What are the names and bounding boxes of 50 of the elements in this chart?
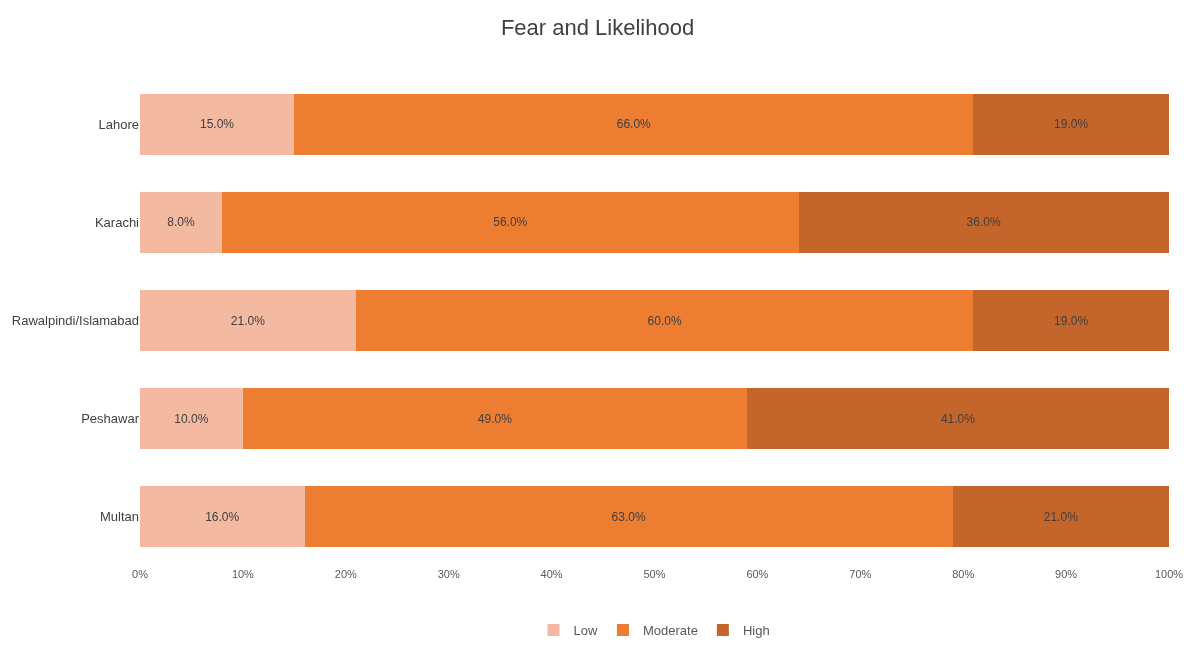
bar	[140, 191, 223, 253]
bar	[294, 93, 974, 155]
bar	[304, 486, 953, 548]
legend-label: Moderate	[642, 623, 698, 639]
y-tick-label: Multan	[99, 509, 139, 525]
legend-label: High	[742, 623, 770, 639]
data-label: 49.0%	[477, 411, 513, 426]
chart-title: Fear and Likelihood	[500, 15, 695, 41]
data-label: 63.0%	[611, 509, 646, 524]
x-tick-label: 60%	[746, 568, 769, 580]
bar	[973, 290, 1169, 351]
data-label: 15.0%	[200, 117, 235, 132]
data-label: 10.0%	[174, 411, 209, 426]
bar	[798, 191, 1169, 253]
bar	[222, 191, 799, 253]
bar	[973, 93, 1169, 155]
bar	[356, 290, 974, 351]
data-label: 21.0%	[1043, 509, 1079, 524]
y-tick-label: Peshawar	[81, 411, 140, 427]
x-tick-label: 20%	[334, 568, 358, 580]
x-tick-label: 80%	[952, 568, 975, 580]
legend-label: Low	[573, 623, 598, 639]
bar	[242, 388, 748, 450]
data-label: 19.0%	[1054, 313, 1089, 328]
x-tick-label: 30%	[437, 568, 460, 580]
x-tick-label: 50%	[643, 568, 666, 580]
bar	[140, 486, 305, 548]
data-label: 8.0%	[167, 215, 195, 230]
x-tick-label: 100%	[1154, 568, 1184, 580]
data-label: 41.0%	[940, 411, 976, 426]
y-tick-label: Karachi	[94, 214, 140, 230]
bar	[140, 388, 243, 450]
data-label: 21.0%	[230, 313, 266, 328]
data-label: 60.0%	[647, 313, 682, 328]
y-tick-label: Rawalpindi/Islamabad	[11, 313, 139, 329]
x-tick-label: 10%	[231, 568, 255, 580]
bar	[140, 290, 357, 351]
x-tick-label: 90%	[1055, 568, 1078, 580]
data-label: 36.0%	[966, 215, 1001, 230]
bar	[747, 388, 1169, 450]
y-tick-label: Lahore	[98, 116, 139, 132]
x-tick-label: 0%	[132, 568, 149, 580]
data-label: 16.0%	[205, 509, 240, 524]
data-label: 56.0%	[493, 215, 528, 230]
bar	[140, 93, 295, 155]
x-tick-label: 40%	[540, 568, 563, 580]
data-label: 66.0%	[616, 117, 652, 132]
bar	[952, 486, 1169, 548]
x-tick-label: 70%	[849, 568, 872, 580]
data-label: 19.0%	[1054, 117, 1089, 132]
